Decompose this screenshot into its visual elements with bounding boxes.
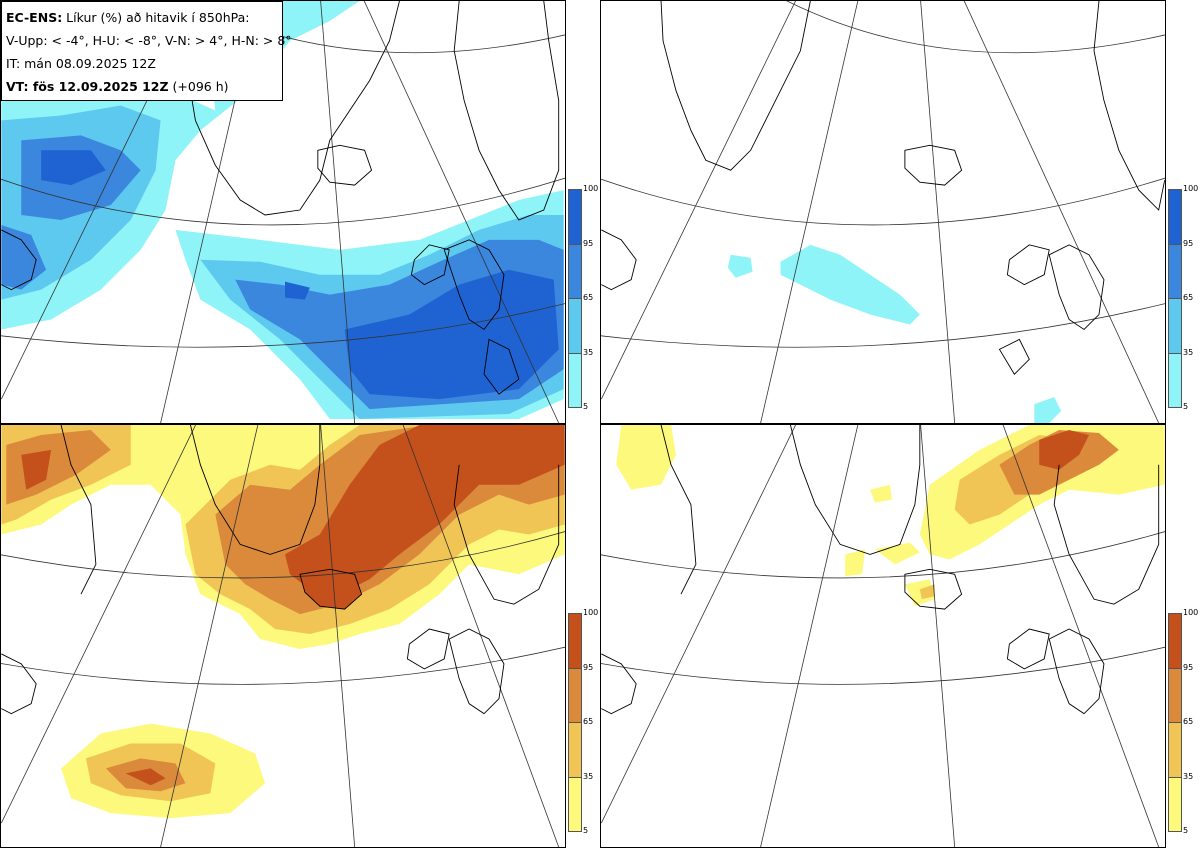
map-panel-top-right — [600, 0, 1166, 424]
map-panel-bottom-right — [600, 424, 1166, 848]
colorbar-tick-label: 35 — [1183, 347, 1194, 357]
probability-map-cold-8 — [601, 1, 1165, 423]
colorbar-segment — [1168, 298, 1182, 354]
map-panel-top-left: EC-ENS: Líkur (%) að hitavik í 850hPa: V… — [0, 0, 566, 424]
probability-field — [616, 425, 1165, 607]
coastlines — [1, 1, 560, 395]
colorbar-tick-label: 100 — [583, 184, 599, 193]
probability-field — [727, 244, 1062, 423]
colorbar-segment — [568, 243, 582, 299]
coastlines — [1, 425, 560, 715]
probability-field — [1, 1, 564, 420]
colorbar-orange-bottom-left: 100 95 65 35 5 — [568, 608, 598, 835]
model-name: EC-ENS: — [6, 10, 63, 25]
colorbar-tick-label: 5 — [583, 402, 589, 411]
colorbar-tick-label: 5 — [1183, 826, 1189, 835]
map-panel-bottom-left — [0, 424, 566, 848]
colorbar-segment — [1168, 722, 1182, 778]
colorbar-tick-label: 65 — [1183, 293, 1194, 302]
colorbar-segment — [568, 667, 582, 723]
colorbar-segment — [1168, 352, 1182, 408]
graticule — [601, 425, 1165, 847]
colorbar-blue-top-left: 100 95 65 35 5 — [568, 184, 598, 411]
colorbar-segment — [1168, 667, 1182, 723]
colorbar-segment — [568, 298, 582, 354]
colorbar-segment — [568, 722, 582, 778]
colorbar-tick-label: 100 — [1183, 608, 1199, 617]
colorbar-tick-label: 95 — [583, 238, 594, 248]
colorbar-tick-label: 100 — [583, 608, 599, 617]
graticule — [1, 425, 565, 847]
colorbar-segment — [1168, 243, 1182, 299]
colorbar-segment — [568, 613, 582, 669]
colorbar-tick-label: 35 — [583, 771, 594, 781]
forecast-info-box: EC-ENS: Líkur (%) að hitavik í 850hPa: V… — [1, 1, 292, 101]
colorbar-segment — [568, 776, 582, 832]
coastlines — [601, 1, 1165, 375]
colorbar-tick-label: 5 — [583, 826, 589, 835]
colorbar-segment — [1168, 776, 1182, 832]
colorbar-tick-label: 95 — [583, 662, 594, 672]
colorbar-tick-label: 65 — [583, 293, 594, 302]
colorbar-blue-top-right: 100 95 65 35 5 — [1168, 184, 1198, 411]
initial-time: IT: mán 08.09.2025 12Z — [6, 56, 156, 71]
colorbar-segment — [568, 189, 582, 245]
colorbar-orange-bottom-right: 100 95 65 35 5 — [1168, 608, 1198, 835]
coastlines — [601, 425, 1160, 715]
colorbar-segment — [568, 352, 582, 408]
colorbar-tick-label: 65 — [583, 717, 594, 726]
colorbar-tick-label: 65 — [1183, 717, 1194, 726]
colorbar-segment — [1168, 613, 1182, 669]
colorbar-tick-label: 35 — [583, 347, 594, 357]
probability-map-warm-8 — [601, 425, 1165, 847]
probability-map-cold-4 — [1, 1, 565, 423]
probability-field — [1, 425, 565, 819]
colorbar-segment — [1168, 189, 1182, 245]
graticule — [601, 1, 1165, 423]
colorbar-tick-label: 95 — [1183, 238, 1194, 248]
colorbar-tick-label: 100 — [1183, 184, 1199, 193]
product-title: Líkur (%) að hitavik í 850hPa: — [62, 10, 250, 25]
colorbar-tick-label: 5 — [1183, 402, 1189, 411]
threshold-legend: V-Upp: < -4°, H-U: < -8°, V-N: > 4°, H-N… — [6, 33, 292, 48]
lead-time: (+096 h) — [168, 79, 229, 94]
probability-map-warm-4 — [1, 425, 565, 847]
colorbar-tick-label: 35 — [1183, 771, 1194, 781]
colorbar-tick-label: 95 — [1183, 662, 1194, 672]
valid-time: VT: fös 12.09.2025 12Z — [6, 79, 169, 94]
